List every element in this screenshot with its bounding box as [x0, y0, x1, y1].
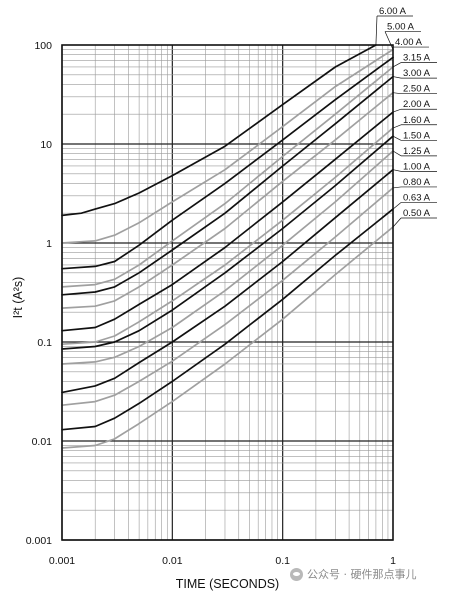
series-label: 1.60 A: [403, 115, 431, 126]
leader-line: [392, 76, 402, 79]
watermark-text: 公众号 · 硬件那点事儿: [307, 568, 417, 581]
leader-line: [384, 31, 394, 50]
watermark: 公众号 · 硬件那点事儿: [290, 566, 417, 582]
curve-080: [61, 187, 394, 407]
y-tick-label: 0.001: [26, 535, 52, 547]
curve-100: [61, 168, 394, 394]
curve-600: [61, 44, 377, 217]
y-axis-title: I²t (A²s): [11, 277, 25, 319]
y-tick-label: 100: [34, 40, 52, 52]
series-label: 2.00 A: [403, 99, 431, 110]
leader-line: [392, 217, 402, 228]
leader-line: [375, 15, 378, 46]
curve-160: [61, 127, 394, 346]
series-labels: 6.00 A 5.00 A 4.00 A 3.15 A 3.00 A 2.50 A 2.00…: [375, 6, 437, 228]
x-tick-label: 0.1: [275, 555, 290, 567]
series-label: 1.50 A: [403, 130, 431, 141]
wechat-icon: [290, 567, 303, 581]
curve-050: [61, 226, 394, 449]
curve-063: [61, 208, 394, 431]
curve-150: [61, 135, 394, 350]
curve-300: [61, 75, 394, 296]
leader-line: [392, 169, 402, 172]
curves: [61, 44, 394, 449]
tick-labels: 0.001 0.01 0.1 1 100 10 1 0.1 0.01 0.001: [26, 40, 396, 567]
series-label: 3.15 A: [403, 53, 431, 64]
y-tick-label: 0.01: [32, 436, 53, 448]
leader-line: [392, 108, 402, 113]
x-tick-label: 1: [390, 555, 396, 567]
leader-line: [392, 62, 402, 68]
leader-line: [392, 202, 402, 210]
series-label: 1.25 A: [403, 146, 431, 157]
plot-frame: [61, 44, 394, 541]
series-label: 1.00 A: [403, 161, 431, 172]
series-label: 6.00 A: [379, 6, 407, 17]
series-label: 0.63 A: [403, 192, 431, 203]
curve-125: [61, 150, 394, 365]
x-axis-title: TIME (SECONDS): [176, 577, 279, 591]
leader-line: [392, 92, 402, 95]
leader-line: [392, 150, 402, 157]
x-tick-label: 0.01: [162, 555, 183, 567]
series-label: 5.00 A: [387, 22, 415, 33]
x-tick-label: 0.001: [49, 555, 75, 567]
y-tick-label: 10: [40, 139, 52, 151]
leader-line: [392, 124, 402, 129]
series-label: 0.50 A: [403, 208, 431, 219]
curve-200: [61, 111, 394, 332]
curve-250: [61, 91, 394, 309]
curve-500: [61, 48, 394, 244]
leader-line: [392, 186, 402, 189]
series-label: 3.00 A: [403, 68, 431, 79]
series-label: 2.50 A: [403, 84, 431, 95]
y-tick-label: 1: [46, 238, 52, 250]
grid: [61, 45, 393, 541]
curve-315: [61, 66, 394, 288]
y-tick-label: 0.1: [37, 337, 52, 349]
series-label: 0.80 A: [403, 177, 431, 188]
leader-line: [392, 135, 402, 141]
curve-400: [61, 56, 394, 270]
series-label: 4.00 A: [395, 37, 423, 48]
